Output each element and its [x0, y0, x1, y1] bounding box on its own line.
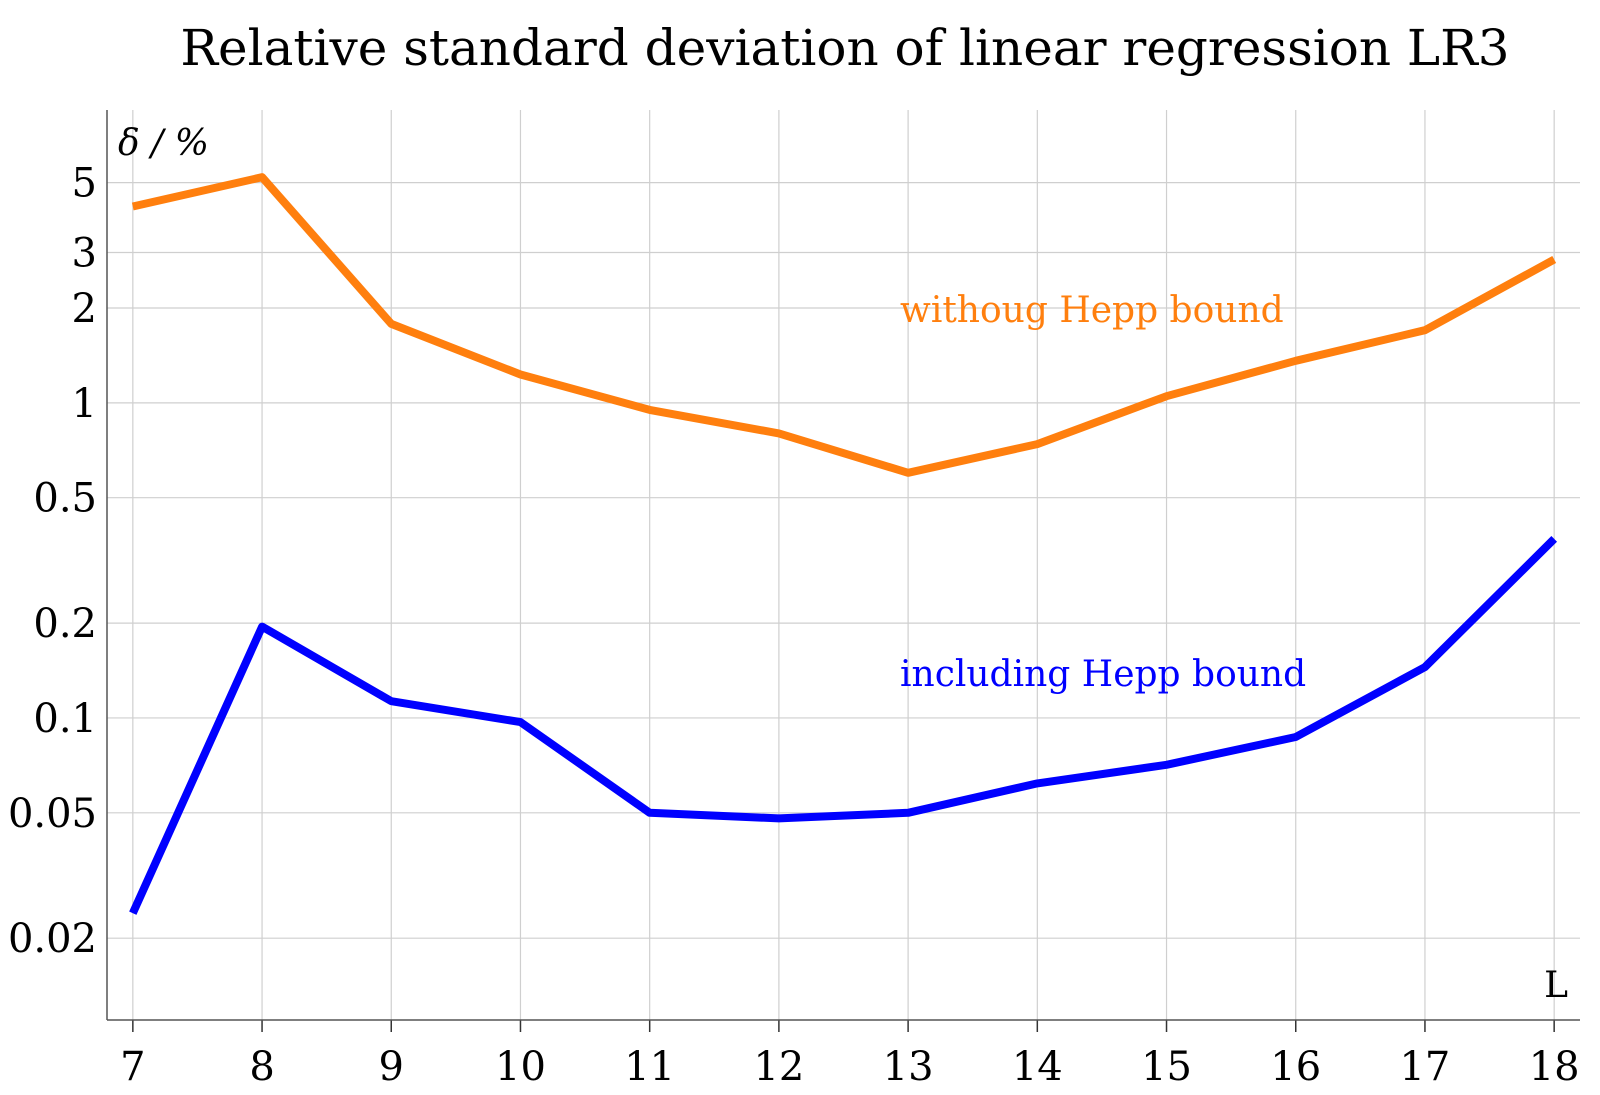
series-annotation: withoug Hepp bound: [900, 290, 1284, 331]
y-tick-label: 0.5: [33, 476, 97, 522]
x-tick-label: 12: [753, 1044, 804, 1090]
x-tick-label: 11: [624, 1044, 675, 1090]
x-axis-label: L: [1544, 965, 1568, 1006]
x-tick-label: 15: [1141, 1044, 1192, 1090]
x-tick-label: 8: [249, 1044, 274, 1090]
y-tick-label: 0.2: [33, 601, 97, 647]
y-tick-label: 5: [72, 161, 97, 207]
x-tick-label: 14: [1012, 1044, 1063, 1090]
y-tick-label: 3: [72, 231, 97, 277]
x-tick-label: 10: [495, 1044, 546, 1090]
axes: [106, 110, 1580, 1032]
series-line-including-hepp: [129, 536, 1558, 915]
y-tick-label: 0.1: [33, 696, 97, 742]
x-tick-label: 9: [379, 1044, 404, 1090]
series-lines: [129, 173, 1558, 915]
series-annotation: including Hepp bound: [900, 654, 1306, 695]
y-tick-label: 1: [72, 381, 97, 427]
x-tick-label: 17: [1399, 1044, 1450, 1090]
chart-title: Relative standard deviation of linear re…: [180, 19, 1509, 77]
x-tick-label: 18: [1529, 1044, 1580, 1090]
tick-labels: 7 8 9 10 11 12 13 14 15 16 17 180.020.050.10.20.512…: [8, 161, 1580, 1090]
y-tick-label: 2: [72, 286, 97, 332]
y-tick-label: 0.05: [8, 791, 97, 837]
series-annotations: withoug Hepp bound including Hepp bound: [900, 290, 1306, 695]
y-axis-label: δ / %: [118, 123, 209, 164]
x-tick-label: 16: [1270, 1044, 1321, 1090]
series-line-without-hepp: [131, 173, 1557, 477]
x-tick-label: 13: [883, 1044, 934, 1090]
y-tick-label: 0.02: [8, 916, 97, 962]
x-tick-label: 7: [120, 1044, 145, 1090]
